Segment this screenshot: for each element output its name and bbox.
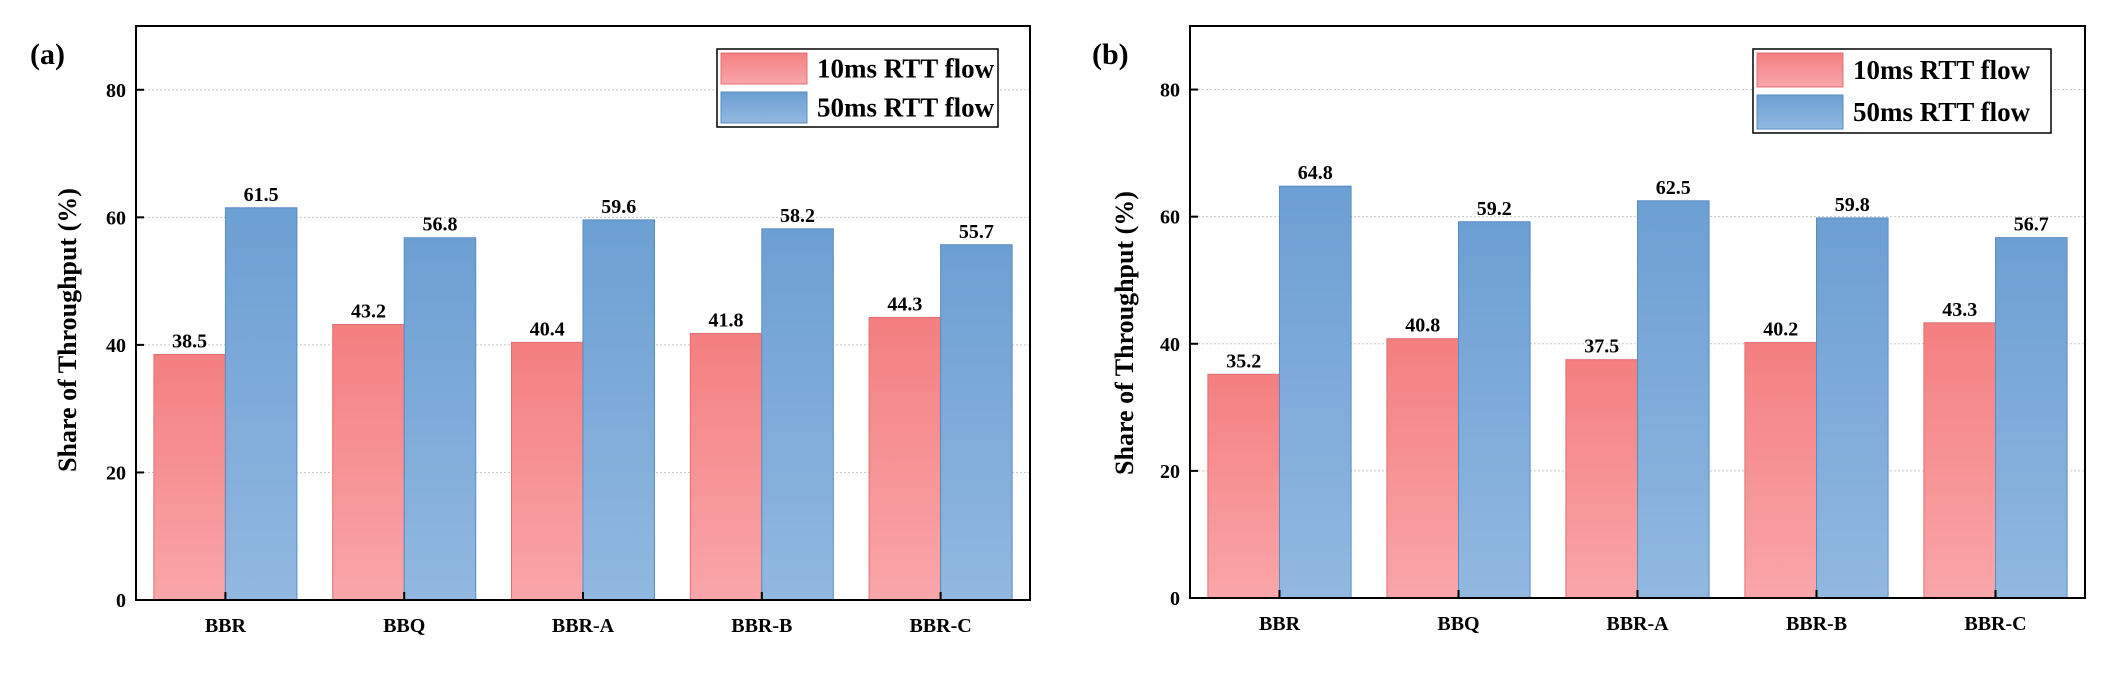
x-tick-label: BBR-C	[909, 615, 971, 637]
data-label: 35.2	[1226, 350, 1261, 372]
data-label: 62.5	[1656, 177, 1691, 199]
x-tick-label: BBQ	[383, 615, 425, 637]
data-label: 56.8	[422, 214, 457, 236]
y-tick-label: 40	[106, 335, 126, 357]
legend-label: 50ms RTT flow	[817, 93, 995, 123]
data-label: 59.6	[601, 196, 636, 218]
bar-10ms-bbr-c	[868, 316, 942, 601]
y-tick-label: 60	[1160, 207, 1180, 229]
bar-10ms-bbr	[153, 353, 226, 601]
legend: 10ms RTT flow 50ms RTT flow	[1752, 48, 2052, 134]
data-label: 44.3	[887, 293, 922, 315]
legend-label: 10ms RTT flow	[1853, 55, 2031, 85]
bar-50ms-bbr	[1279, 185, 1352, 599]
bar-10ms-bbr-a	[510, 341, 584, 601]
x-tick-label: BBR-A	[552, 615, 615, 637]
bar-50ms-bbr-a	[582, 219, 656, 601]
x-tick-label: BBR-C	[1964, 613, 2026, 635]
bar-10ms-bbr-b	[689, 332, 763, 601]
y-tick-label: 80	[1160, 80, 1180, 102]
y-tick-label: 20	[106, 462, 126, 484]
y-tick-label: 0	[116, 590, 126, 612]
data-label: 55.7	[959, 221, 994, 243]
plot-area-a: 0 20 40 60 80 38.5 61.5 BBR 43.2 56.8 BBQ 40.4 59.6 B…	[106, 25, 1031, 637]
legend: 10ms RTT flow 50ms RTT flow	[716, 48, 999, 128]
data-label: 41.8	[709, 309, 744, 331]
data-label: 43.2	[351, 300, 386, 322]
panel-label-a: (a)	[30, 38, 65, 71]
legend-swatch-10ms	[1756, 52, 1844, 88]
y-tick-label: 80	[106, 80, 126, 102]
data-label: 43.3	[1942, 299, 1977, 321]
y-axis-label-a: Share of Throughput (%)	[53, 188, 82, 472]
bar-50ms-bbr	[224, 207, 298, 601]
data-label: 56.7	[2014, 214, 2049, 236]
chart-panel-a: (a) Share of Throughput (%) 0 20 40 60 80 38.…	[30, 25, 1031, 637]
bar-10ms-bbq	[332, 323, 405, 601]
x-tick-label: BBR	[205, 615, 247, 637]
x-tick-label: BBR-B	[731, 615, 792, 637]
x-tick-label: BBR-A	[1606, 613, 1669, 635]
legend-swatch-50ms	[720, 91, 808, 124]
bar-50ms-bbr-a	[1637, 200, 1710, 599]
bar-50ms-bbr-c	[1995, 237, 2068, 599]
bar-10ms-bbr	[1207, 373, 1281, 599]
bar-10ms-bbr-b	[1744, 342, 1818, 599]
panel-label-b: (b)	[1092, 38, 1129, 71]
plot-area-b: 0 20 40 60 80 35.2 64.8 BBR 40.8 59.2 BBQ 37.5 62.5 B…	[1160, 25, 2086, 635]
data-label: 59.8	[1835, 194, 1870, 216]
x-tick-label: BBR-B	[1786, 613, 1847, 635]
data-label: 58.2	[780, 205, 815, 227]
legend-swatch-50ms	[1756, 94, 1844, 130]
data-label: 64.8	[1298, 162, 1333, 184]
data-label: 40.4	[530, 318, 565, 340]
x-tick-label: BBQ	[1437, 613, 1479, 635]
bar-50ms-bbq	[403, 237, 477, 601]
legend-swatch-10ms	[720, 52, 808, 85]
y-tick-label: 20	[1160, 461, 1180, 483]
bar-10ms-bbr-c	[1923, 322, 1997, 599]
y-tick-label: 40	[1160, 334, 1180, 356]
axes-frame	[135, 25, 1031, 601]
bar-10ms-bbr-a	[1565, 359, 1639, 599]
chart-panel-b: (b) Share of Throughput (%) 0 20 40 60 80 35.…	[1092, 25, 2086, 635]
data-label: 40.2	[1763, 319, 1798, 341]
bar-10ms-bbq	[1386, 338, 1460, 599]
y-tick-label: 60	[106, 207, 126, 229]
data-label: 38.5	[172, 330, 207, 352]
data-label: 61.5	[244, 184, 279, 206]
y-tick-label: 0	[1170, 588, 1180, 610]
legend-label: 10ms RTT flow	[817, 54, 995, 84]
bar-50ms-bbq	[1458, 221, 1531, 599]
bar-50ms-bbr-b	[1816, 217, 1889, 599]
data-label: 37.5	[1584, 336, 1619, 358]
bar-50ms-bbr-b	[761, 228, 834, 601]
data-label: 59.2	[1477, 198, 1512, 220]
bar-50ms-bbr-c	[940, 244, 1013, 601]
y-axis-label-b: Share of Throughput (%)	[1110, 191, 1139, 475]
data-label: 40.8	[1405, 315, 1440, 337]
axes-frame	[1189, 25, 2086, 599]
legend-label: 50ms RTT flow	[1853, 97, 2031, 127]
x-tick-label: BBR	[1259, 613, 1301, 635]
